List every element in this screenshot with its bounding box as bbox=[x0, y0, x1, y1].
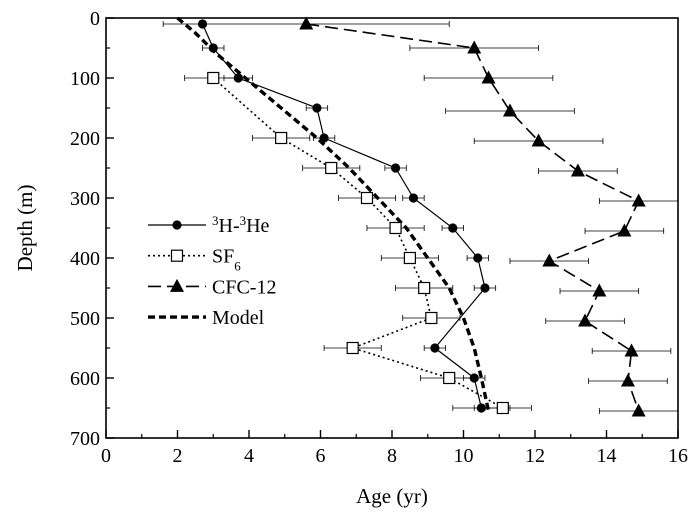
data-point-h-he bbox=[448, 223, 458, 233]
data-point-cfc-12 bbox=[631, 193, 646, 207]
y-axis-title: Depth (m) bbox=[13, 185, 37, 272]
data-point-h-he bbox=[233, 73, 243, 83]
data-point-sf6 bbox=[403, 251, 416, 265]
data-point-h-he bbox=[473, 253, 483, 263]
data-point-sf6 bbox=[389, 221, 402, 235]
data-point-cfc-12 bbox=[467, 40, 482, 54]
data-point-cfc-12 bbox=[531, 133, 546, 147]
y-tick-label: 700 bbox=[70, 428, 100, 450]
data-point-cfc-12 bbox=[631, 403, 646, 417]
data-point-h-he bbox=[197, 19, 208, 29]
x-tick-label: 4 bbox=[244, 445, 254, 467]
data-point-h-he bbox=[430, 343, 440, 353]
data-point-h-he bbox=[469, 373, 479, 383]
data-point-sf6 bbox=[346, 341, 359, 355]
x-tick-label: 6 bbox=[316, 445, 326, 467]
data-point-h-he bbox=[319, 133, 329, 143]
data-point-cfc-12 bbox=[620, 373, 635, 387]
y-tick-label: 400 bbox=[70, 248, 100, 270]
data-point-cfc-12 bbox=[570, 163, 585, 177]
data-point-h-he bbox=[408, 193, 419, 203]
legend-label: 3H-3He bbox=[212, 213, 270, 238]
legend-marker bbox=[170, 249, 184, 262]
data-point-cfc-12 bbox=[502, 103, 517, 117]
data-point-h-he bbox=[208, 43, 218, 53]
data-point-cfc-12 bbox=[617, 223, 632, 237]
x-tick-label: 0 bbox=[101, 445, 111, 467]
x-tick-label: 2 bbox=[173, 445, 183, 467]
series-line-sf6 bbox=[212, 77, 504, 409]
series-line-model bbox=[176, 16, 491, 412]
data-point-cfc-12 bbox=[299, 16, 314, 30]
legend-item: 3H-3He bbox=[148, 213, 270, 238]
x-axis-ticks: 0 2 4 6 8 10 12 14 16 bbox=[101, 430, 688, 467]
legend-label: SF6 bbox=[212, 246, 241, 274]
x-tick-label: 14 bbox=[597, 445, 617, 467]
data-point-sf6 bbox=[418, 281, 431, 295]
y-tick-label: 200 bbox=[70, 128, 100, 150]
data-point-cfc-12 bbox=[578, 313, 593, 327]
data-point-cfc-12 bbox=[592, 283, 607, 297]
legend-marker bbox=[172, 220, 182, 230]
data-point-sf6 bbox=[425, 311, 438, 325]
legend-item: CFC-12 bbox=[148, 276, 276, 298]
x-tick-label: 10 bbox=[454, 445, 474, 467]
legend-item: Model bbox=[148, 307, 265, 329]
data-point-h-he bbox=[312, 103, 322, 113]
y-tick-label: 600 bbox=[70, 368, 100, 390]
x-tick-label: 16 bbox=[668, 445, 688, 467]
legend-item: SF6 bbox=[148, 246, 241, 274]
y-axis-ticks: 0 100 200 300 400 500 600 700 bbox=[70, 8, 114, 450]
data-point-cfc-12 bbox=[624, 343, 639, 357]
y-tick-label: 300 bbox=[70, 188, 100, 210]
data-point-cfc-12 bbox=[481, 70, 496, 84]
legend-marker bbox=[170, 278, 184, 292]
x-tick-label: 12 bbox=[525, 445, 545, 467]
data-point-sf6 bbox=[275, 131, 288, 145]
data-point-sf6 bbox=[496, 401, 509, 415]
data-point-h-he bbox=[476, 403, 486, 413]
legend-label: Model bbox=[212, 307, 265, 329]
y-tick-label: 0 bbox=[90, 8, 100, 30]
data-point-sf6 bbox=[360, 191, 374, 205]
legend-label: CFC-12 bbox=[212, 276, 276, 298]
markers bbox=[197, 16, 646, 417]
data-point-h-he bbox=[480, 283, 490, 293]
y-tick-label: 500 bbox=[70, 308, 100, 330]
data-point-sf6 bbox=[325, 161, 338, 175]
x-axis-title: Age (yr) bbox=[356, 484, 428, 508]
data-point-sf6 bbox=[443, 371, 456, 385]
y-tick-label: 100 bbox=[70, 68, 100, 90]
data-point-h-he bbox=[390, 163, 401, 173]
x-tick-label: 8 bbox=[387, 445, 397, 467]
data-point-sf6 bbox=[207, 71, 220, 85]
data-point-cfc-12 bbox=[542, 253, 557, 267]
